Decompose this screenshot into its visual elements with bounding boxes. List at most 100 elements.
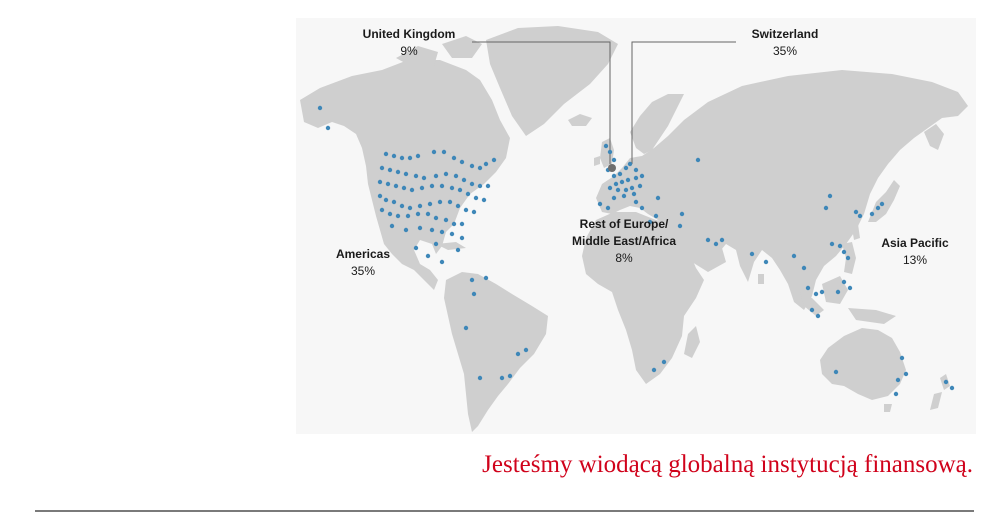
office-location-dot — [507, 373, 513, 379]
office-location-dot — [847, 285, 853, 291]
office-location-dot — [607, 185, 613, 191]
british-isles-landmass — [594, 138, 614, 168]
office-location-dot — [615, 187, 621, 193]
callout-leader-lines — [472, 41, 736, 164]
office-location-dot — [443, 217, 449, 223]
office-location-dot — [433, 173, 439, 179]
office-location-dot — [471, 291, 477, 297]
office-location-dot — [647, 219, 653, 225]
office-location-dot — [837, 243, 843, 249]
office-location-dot — [377, 179, 383, 185]
region-share: 35% — [772, 44, 798, 58]
region-name: Americas — [335, 247, 391, 261]
office-location-dot — [383, 151, 389, 157]
office-location-dot — [899, 355, 905, 361]
office-location-dot — [477, 183, 483, 189]
office-location-dot — [415, 153, 421, 159]
office-location-dot — [499, 375, 505, 381]
office-location-dot — [823, 205, 829, 211]
office-location-dot — [639, 205, 645, 211]
label-asia-pacific: Asia Pacific 13% — [860, 235, 970, 269]
region-name: United Kingdom — [362, 27, 456, 41]
office-location-dot — [437, 199, 443, 205]
office-location-dot — [429, 183, 435, 189]
kamchatka-landmass — [924, 124, 944, 150]
office-location-dot — [405, 213, 411, 219]
office-location-dot — [805, 285, 811, 291]
office-location-dot — [455, 203, 461, 209]
office-location-dot — [483, 161, 489, 167]
office-location-dot — [483, 275, 489, 281]
office-location-dot — [841, 249, 847, 255]
new-zealand-landmass — [930, 374, 950, 410]
office-location-dot — [627, 161, 633, 167]
office-location-dot — [433, 215, 439, 221]
office-location-dot — [713, 241, 719, 247]
world-map — [300, 26, 968, 432]
office-location-dot — [415, 211, 421, 217]
office-location-dot — [943, 379, 949, 385]
uk-highlight-marker — [608, 164, 616, 172]
office-location-dot — [819, 289, 825, 295]
label-rest-of-europe-mea: Rest of Europe/ Middle East/Africa 8% — [554, 216, 694, 267]
office-location-dot — [603, 143, 609, 149]
office-location-dot — [391, 153, 397, 159]
office-location-dot — [399, 203, 405, 209]
office-location-dot — [425, 211, 431, 217]
office-location-dot — [427, 201, 433, 207]
office-location-dot — [421, 175, 427, 181]
office-location-dot — [449, 231, 455, 237]
office-location-dot — [441, 149, 447, 155]
office-location-dot — [893, 391, 899, 397]
arabian-peninsula-landmass — [672, 222, 726, 272]
office-location-dot — [611, 173, 617, 179]
iceland-landmass — [568, 114, 592, 126]
office-location-dot — [383, 197, 389, 203]
scandinavia-landmass — [630, 94, 684, 154]
office-location-dot — [387, 211, 393, 217]
office-location-dot — [833, 369, 839, 375]
office-location-dot — [485, 183, 491, 189]
office-location-dot — [857, 213, 863, 219]
sri-lanka-landmass — [758, 274, 764, 284]
tasmania-landmass — [884, 404, 892, 412]
office-location-dot — [827, 193, 833, 199]
office-location-dot — [631, 191, 637, 197]
uk-leader-line — [472, 41, 611, 164]
tagline: Jesteśmy wiodącą globalną instytucją fin… — [482, 451, 973, 478]
office-location-dot — [623, 165, 629, 171]
office-location-dot — [809, 307, 815, 313]
office-location-dot — [377, 193, 383, 199]
office-location-dot — [705, 237, 711, 243]
office-location-dot — [463, 325, 469, 331]
office-location-dot — [605, 205, 611, 211]
office-location-dot — [515, 351, 521, 357]
office-location-dot — [653, 213, 659, 219]
office-location-dot — [465, 191, 471, 197]
office-location-dot — [449, 185, 455, 191]
office-location-dot — [695, 157, 701, 163]
label-united-kingdom: United Kingdom 9% — [346, 26, 472, 60]
office-location-dot — [459, 221, 465, 227]
office-location-dot — [385, 181, 391, 187]
office-location-dot — [439, 183, 445, 189]
office-location-dot — [407, 205, 413, 211]
office-location-dot — [433, 241, 439, 247]
bottom-divider — [35, 510, 974, 512]
office-location-dot — [379, 165, 385, 171]
office-location-dot — [439, 259, 445, 265]
office-location-dot — [477, 375, 483, 381]
office-location-dot — [413, 173, 419, 179]
office-location-dot — [403, 171, 409, 177]
office-location-dot — [607, 149, 613, 155]
office-location-dot — [469, 277, 475, 283]
office-location-dot — [629, 185, 635, 191]
region-name-line2: Middle East/Africa — [571, 234, 677, 248]
office-location-dot — [835, 289, 841, 295]
office-location-dot — [395, 169, 401, 175]
office-location-dot — [661, 359, 667, 365]
office-location-dot — [417, 225, 423, 231]
office-location-dot — [469, 163, 475, 169]
australia-landmass — [820, 328, 906, 400]
office-location-dot — [841, 279, 847, 285]
